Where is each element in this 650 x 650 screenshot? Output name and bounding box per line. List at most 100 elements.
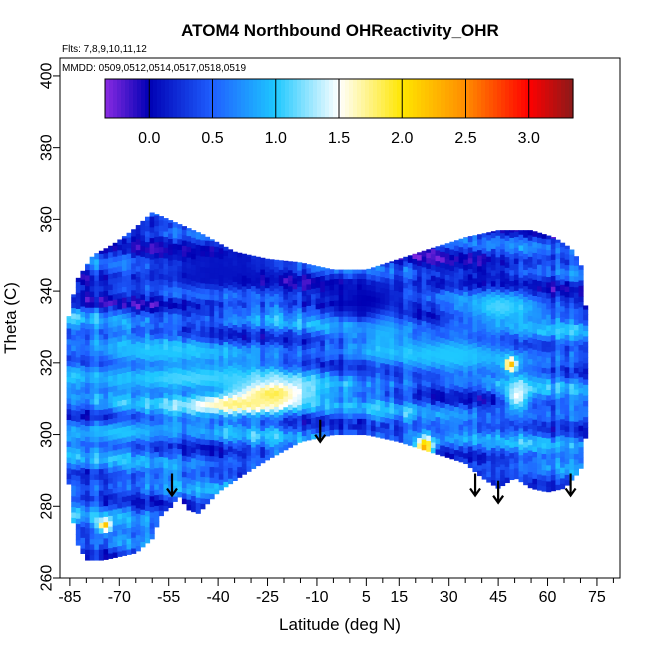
- colorbar-cell: [221, 79, 226, 118]
- heatmap-cell: [181, 487, 187, 494]
- heatmap-cell: [204, 315, 211, 322]
- heatmap-cell: [477, 341, 483, 347]
- heatmap-cell: [555, 242, 561, 249]
- heatmap-cell: [255, 282, 261, 289]
- heatmap-cell: [569, 453, 575, 460]
- heatmap-cell: [181, 288, 187, 295]
- heatmap-cell: [495, 396, 501, 403]
- heatmap-cell: [546, 341, 552, 347]
- heatmap-cell: [144, 537, 151, 544]
- heatmap-cell: [334, 418, 340, 425]
- heatmap-cell: [94, 452, 100, 459]
- heatmap-cell: [186, 353, 192, 360]
- heatmap-cell: [477, 234, 483, 240]
- colorbar-cell: [225, 79, 230, 118]
- heatmap-cell: [403, 411, 409, 418]
- heatmap-cell: [453, 401, 460, 408]
- heatmap-cell: [241, 447, 247, 454]
- heatmap-cell: [85, 355, 91, 362]
- heatmap-cell: [495, 471, 501, 478]
- heatmap-cell: [320, 291, 326, 298]
- heatmap-cell: [121, 404, 128, 411]
- heatmap-cell: [560, 483, 566, 490]
- heatmap-cell: [370, 430, 377, 437]
- heatmap-cell: [80, 494, 86, 501]
- heatmap-cell: [375, 329, 381, 336]
- heatmap-cell: [550, 275, 556, 282]
- heatmap-cell: [527, 320, 533, 327]
- heatmap-cell: [85, 350, 91, 357]
- heatmap-cell: [154, 311, 160, 318]
- heatmap-cell: [89, 474, 95, 480]
- heatmap-cell: [394, 435, 400, 442]
- heatmap-cell: [407, 321, 413, 328]
- heatmap-cell: [370, 355, 377, 362]
- heatmap-cell: [357, 283, 363, 290]
- heatmap-cell: [269, 269, 275, 275]
- heatmap-cell: [550, 329, 556, 336]
- heatmap-cell: [172, 313, 178, 320]
- heatmap-cell: [144, 343, 151, 350]
- heatmap-cell: [564, 323, 570, 330]
- heatmap-cell: [94, 393, 100, 400]
- heatmap-cell: [218, 382, 224, 389]
- heatmap-cell: [504, 315, 510, 322]
- heatmap-cell: [223, 255, 229, 262]
- heatmap-cell: [472, 423, 478, 430]
- heatmap-cell: [324, 398, 330, 405]
- heatmap-cell: [181, 363, 187, 370]
- heatmap-cell: [407, 375, 413, 382]
- heatmap-cell: [251, 269, 257, 276]
- heatmap-cell: [200, 471, 206, 478]
- heatmap-cell: [527, 310, 533, 317]
- heatmap-cell: [477, 298, 483, 304]
- heatmap-cell: [186, 461, 192, 468]
- heatmap-cell: [573, 281, 579, 288]
- heatmap-cell: [444, 446, 450, 453]
- heatmap-cell: [421, 347, 427, 354]
- heatmap-cell: [260, 441, 266, 448]
- heatmap-cell: [421, 433, 427, 440]
- heatmap-cell: [338, 423, 344, 430]
- heatmap-cell: [140, 433, 146, 440]
- heatmap-cell: [357, 391, 363, 398]
- heatmap-cell: [458, 257, 464, 264]
- heatmap-cell: [532, 241, 538, 248]
- heatmap-cell: [389, 348, 395, 355]
- heatmap-cell: [283, 277, 289, 284]
- heatmap-cell: [523, 253, 529, 260]
- heatmap-cell: [158, 386, 164, 393]
- heatmap-cell: [477, 470, 483, 477]
- heatmap-cell: [144, 489, 151, 495]
- heatmap-cell: [398, 345, 404, 352]
- colorbar-cell: [169, 79, 174, 118]
- heatmap-cell: [426, 375, 432, 382]
- heatmap-cell: [370, 382, 377, 389]
- heatmap-cell: [98, 511, 104, 518]
- heatmap-cell: [541, 475, 547, 481]
- heatmap-cell: [237, 402, 243, 408]
- heatmap-cell: [338, 332, 344, 339]
- heatmap-cell: [564, 356, 570, 362]
- heatmap-cell: [453, 315, 460, 321]
- heatmap-cell: [513, 467, 520, 474]
- heatmap-cell: [546, 235, 552, 240]
- heatmap-cell: [131, 494, 137, 501]
- heatmap-cell: [421, 390, 427, 397]
- heatmap-cell: [131, 295, 137, 302]
- heatmap-cell: [154, 510, 160, 517]
- heatmap-cell: [135, 416, 141, 423]
- heatmap-cell: [209, 375, 215, 381]
- heatmap-cell: [306, 434, 312, 441]
- heatmap-cell: [85, 377, 91, 384]
- heatmap-cell: [518, 411, 524, 418]
- heatmap-cell: [472, 433, 478, 440]
- heatmap-cell: [541, 234, 547, 239]
- heatmap-cell: [144, 252, 151, 259]
- heatmap-cell: [241, 302, 247, 308]
- heatmap-cell: [172, 377, 178, 384]
- heatmap-cell: [94, 484, 100, 491]
- heatmap-cell: [186, 273, 192, 280]
- heatmap-cell: [486, 245, 492, 252]
- heatmap-cell: [144, 263, 151, 270]
